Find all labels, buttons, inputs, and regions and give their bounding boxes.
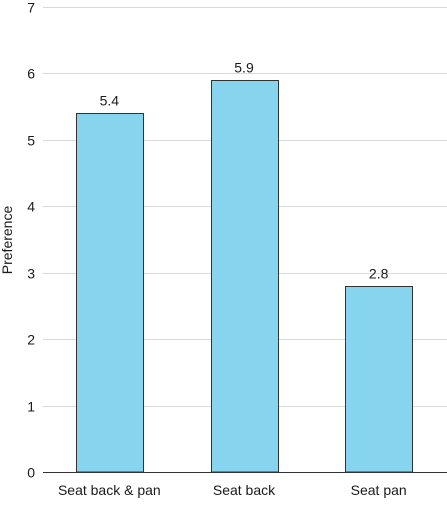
y-tick-label-4: 4	[27, 199, 35, 215]
bar-1	[211, 80, 279, 473]
data-label-0: 5.4	[100, 93, 120, 109]
y-tick-label-3: 3	[27, 266, 35, 282]
y-tick-label-7: 7	[27, 0, 35, 16]
x-tick-label-0: Seat back & pan	[58, 482, 161, 498]
x-tick-label-2: Seat pan	[351, 482, 407, 498]
bar-0	[76, 113, 144, 473]
y-tick-label-1: 1	[27, 399, 35, 415]
label-layer: 0 1 2 3 4 5 6 7 5.4 Seat back & pan 5.9 Seat back 2.…	[27, 0, 406, 498]
y-tick-label-5: 5	[27, 133, 35, 149]
y-axis-title: Preference	[0, 206, 15, 275]
bar-2	[345, 286, 413, 473]
data-label-1: 5.9	[234, 60, 254, 76]
x-tick-label-1: Seat back	[213, 482, 276, 498]
y-tick-label-0: 0	[27, 465, 35, 481]
y-tick-label-2: 2	[27, 332, 35, 348]
data-label-2: 2.8	[369, 266, 389, 282]
bar-layer	[76, 80, 413, 473]
y-tick-label-6: 6	[27, 66, 35, 82]
